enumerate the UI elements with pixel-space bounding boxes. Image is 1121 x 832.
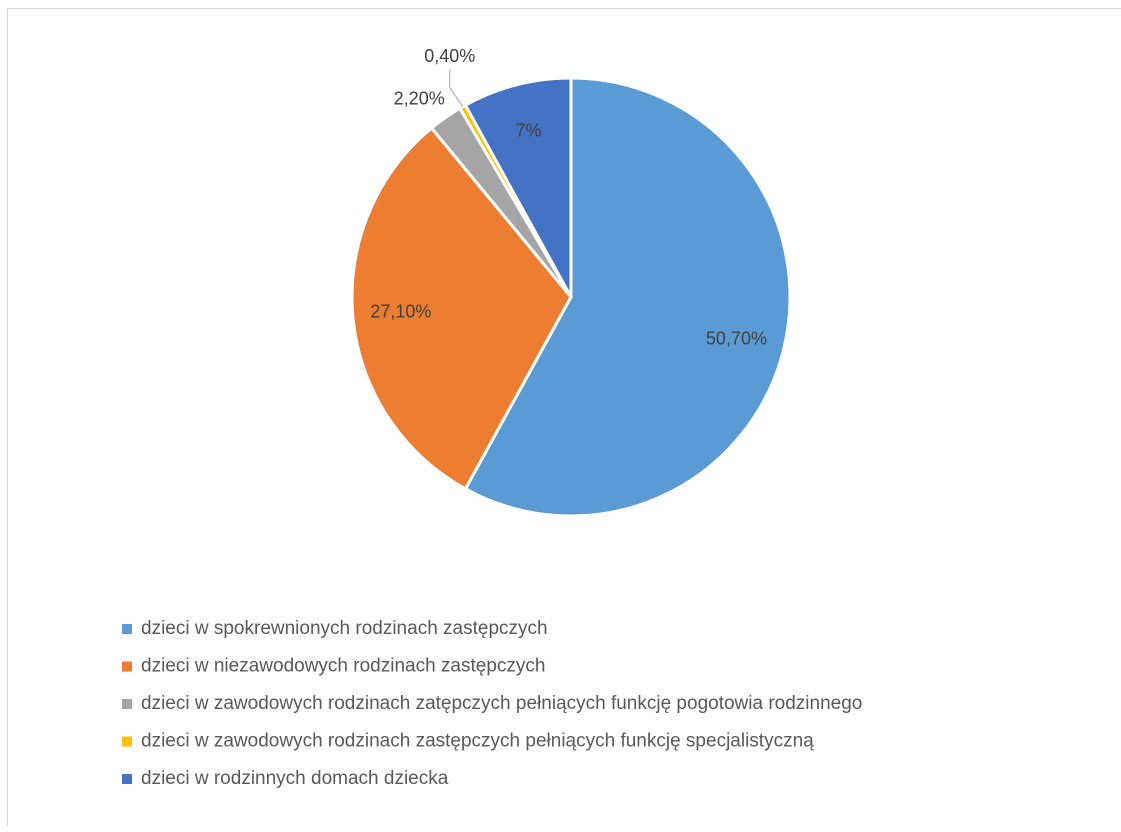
legend-swatch [122, 699, 132, 709]
legend-label: dzieci w niezawodowych rodzinach zastępc… [141, 656, 545, 677]
legend-swatch [122, 737, 132, 747]
data-label: 2,20% [394, 88, 445, 108]
legend-label: dzieci w spokrewnionych rodzinach zastęp… [141, 618, 548, 639]
legend-label: dzieci w zawodowych rodzinach zastępczyc… [141, 731, 814, 752]
data-label: 7% [515, 120, 541, 140]
data-label: 0,40% [424, 46, 475, 66]
legend-label: dzieci w zawodowych rodzinach zatępczych… [141, 693, 862, 714]
legend-swatch [122, 662, 132, 672]
legend-swatch [122, 624, 132, 634]
leader-line [450, 69, 463, 106]
data-label: 27,10% [370, 302, 431, 322]
data-label: 50,70% [706, 328, 767, 348]
legend-swatch [122, 774, 132, 784]
legend-label: dzieci w rodzinnych domach dziecka [141, 768, 449, 789]
